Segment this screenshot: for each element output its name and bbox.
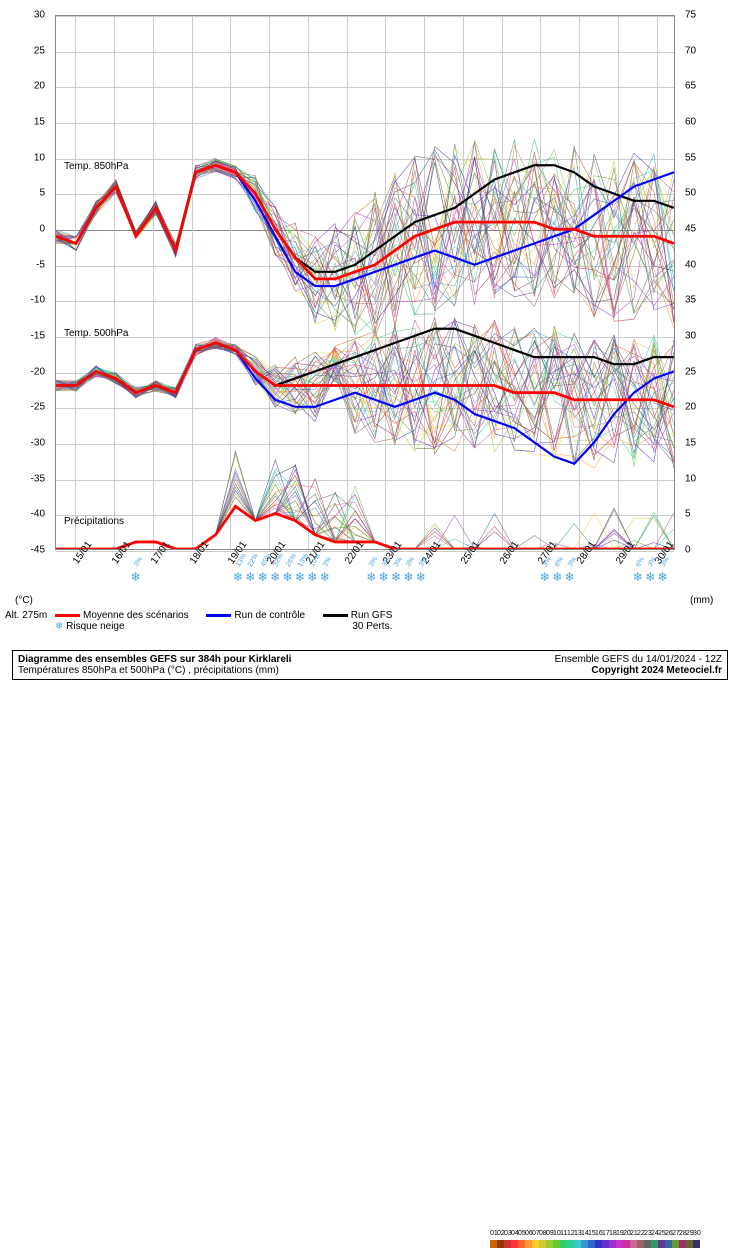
footer-box: Diagramme des ensembles GEFS sur 384h po…: [12, 650, 728, 680]
y-axis-left: -45-40-35-30-25-20-15-10-5051015202530: [0, 15, 50, 550]
label-precip: Précipitations: [64, 516, 124, 527]
chart-lines: [56, 16, 674, 549]
y-axis-right: 051015202530354045505560657075: [680, 15, 715, 550]
footer-right: Ensemble GEFS du 14/01/2024 - 12Z Copyri…: [555, 654, 722, 676]
perturbation-color-strip: 0102030405060708091011121314151617181920…: [490, 1240, 700, 1248]
snow-risk-row: ❄3%❄13%❄22%❄45%❄32%❄26%❄13%❄10%❄3%❄3%❄3%…: [55, 560, 675, 590]
legend: Moyenne des scénarios Run de contrôle Ru…: [55, 610, 675, 632]
label-temp-500: Temp. 500hPa: [64, 328, 129, 339]
chart-plot-area: Temp. 850hPa Temp. 500hPa Précipitations: [55, 15, 675, 550]
units-right-label: (mm): [690, 595, 713, 606]
legend-gfs: Run GFS: [323, 610, 393, 621]
legend-snow: ❄ Risque neige: [55, 621, 125, 632]
altitude-label: Alt. 275m: [5, 610, 47, 621]
footer-left: Diagramme des ensembles GEFS sur 384h po…: [18, 654, 291, 676]
label-temp-850: Temp. 850hPa: [64, 161, 129, 172]
legend-control: Run de contrôle: [206, 610, 305, 621]
snowflake-icon: ❄: [55, 621, 63, 632]
units-left-label: (°C): [15, 595, 33, 606]
legend-mean: Moyenne des scénarios: [55, 610, 189, 621]
legend-perts: 30 Perts.: [352, 621, 392, 632]
